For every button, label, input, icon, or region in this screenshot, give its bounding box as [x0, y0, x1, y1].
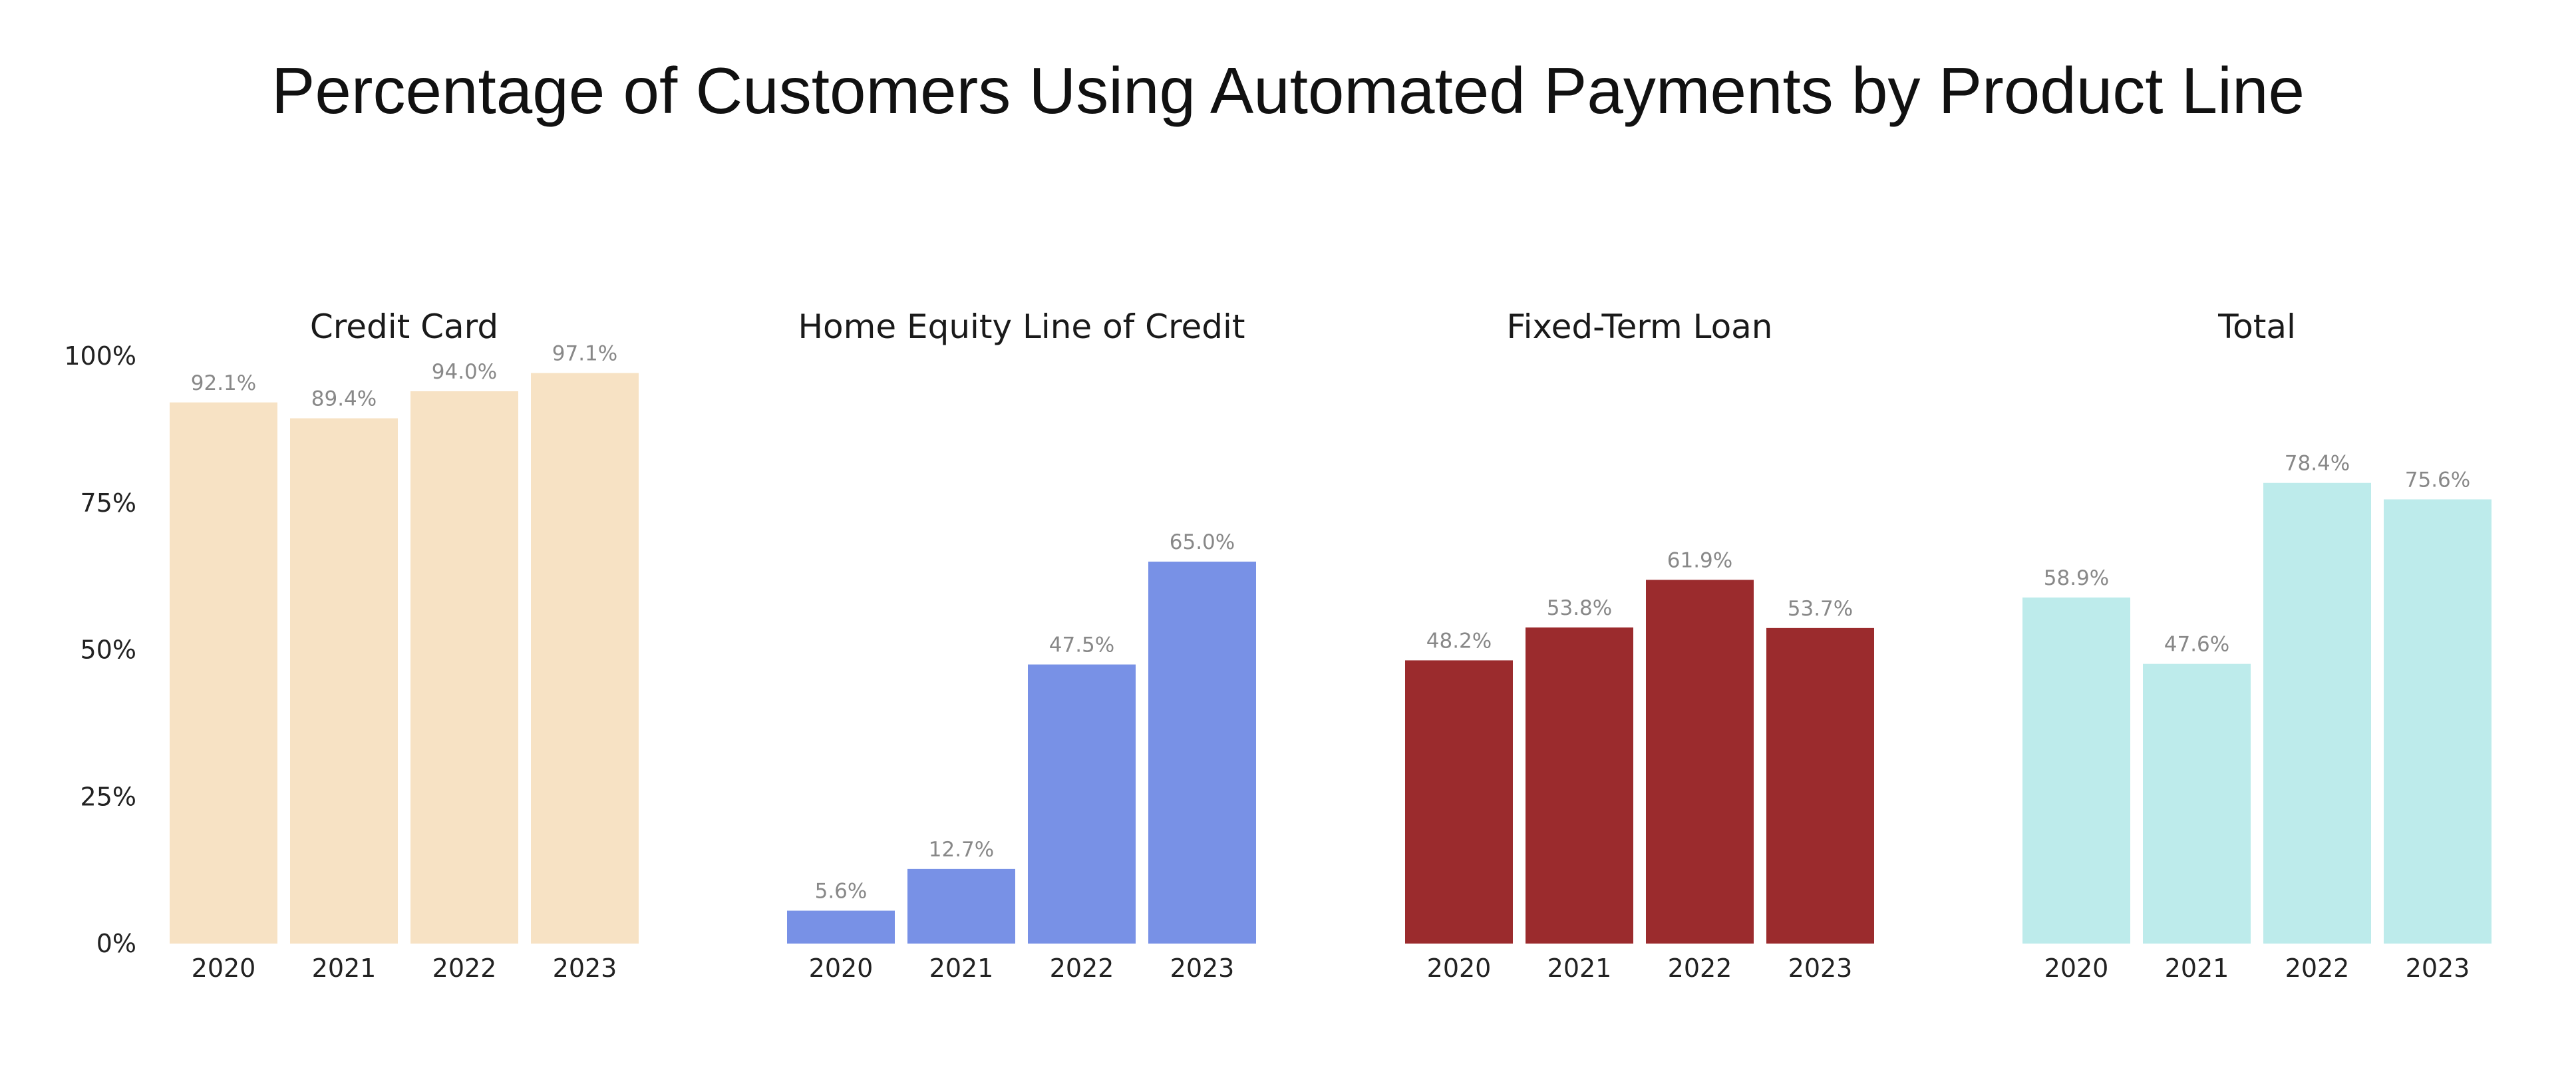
bar-value-label: 78.4% [2285, 452, 2350, 476]
x-tick-label: 2021 [2165, 954, 2229, 983]
x-tick-label: 2020 [2044, 954, 2109, 983]
bar-value-label: 92.1% [191, 371, 256, 395]
bar [1526, 627, 1633, 944]
bar-value-label: 94.0% [432, 360, 497, 384]
y-tick-label: 100% [64, 341, 136, 371]
y-tick-label: 0% [96, 929, 136, 958]
bar [2384, 499, 2492, 944]
bar-value-label: 89.4% [311, 387, 377, 411]
x-tick-label: 2023 [2406, 954, 2470, 983]
x-tick-label: 2022 [1050, 954, 1114, 983]
panel-title: Home Equity Line of Credit [798, 307, 1245, 346]
x-tick-label: 2023 [1170, 954, 1235, 983]
x-tick-label: 2020 [1427, 954, 1492, 983]
bar [1405, 660, 1513, 944]
bar-value-label: 47.6% [2164, 633, 2229, 657]
x-tick-label: 2023 [1788, 954, 1853, 983]
x-tick-label: 2021 [1547, 954, 1612, 983]
bar [1646, 580, 1754, 944]
chart-title: Percentage of Customers Using Automated … [271, 54, 2305, 127]
bar-value-label: 5.6% [815, 880, 868, 904]
x-tick-label: 2020 [192, 954, 256, 983]
y-tick-label: 75% [80, 488, 136, 518]
bar [1766, 627, 1874, 944]
x-tick-label: 2022 [432, 954, 497, 983]
y-tick-label: 50% [80, 635, 136, 665]
panel-title: Total [2217, 307, 2296, 346]
x-tick-label: 2020 [809, 954, 874, 983]
bar-value-label: 47.5% [1049, 633, 1114, 657]
bar [907, 868, 1015, 944]
bar [290, 418, 398, 944]
bar-value-label: 53.7% [1788, 597, 1853, 621]
bar-value-label: 58.9% [2044, 566, 2109, 590]
x-tick-label: 2023 [553, 954, 617, 983]
bar [2143, 663, 2251, 944]
bar-value-label: 53.8% [1547, 596, 1612, 620]
bar-value-label: 75.6% [2405, 468, 2470, 492]
bar [170, 402, 277, 944]
bar-value-label: 65.0% [1170, 530, 1235, 554]
bar [410, 391, 518, 944]
x-tick-label: 2022 [2285, 954, 2350, 983]
bar-value-label: 61.9% [1667, 548, 1732, 572]
bar [531, 373, 639, 944]
bar [1028, 664, 1136, 944]
bar-value-label: 97.1% [552, 342, 617, 366]
bar [787, 910, 895, 944]
y-tick-label: 25% [80, 782, 136, 811]
bar [1148, 562, 1256, 944]
x-tick-label: 2021 [929, 954, 994, 983]
bar-value-label: 12.7% [929, 838, 994, 862]
x-tick-label: 2022 [1668, 954, 1732, 983]
panel-title: Fixed-Term Loan [1507, 307, 1773, 346]
bar [2022, 597, 2130, 944]
bar [2263, 482, 2371, 944]
x-tick-label: 2021 [312, 954, 377, 983]
panel-title: Credit Card [310, 307, 498, 346]
bar-value-label: 48.2% [1426, 629, 1492, 653]
